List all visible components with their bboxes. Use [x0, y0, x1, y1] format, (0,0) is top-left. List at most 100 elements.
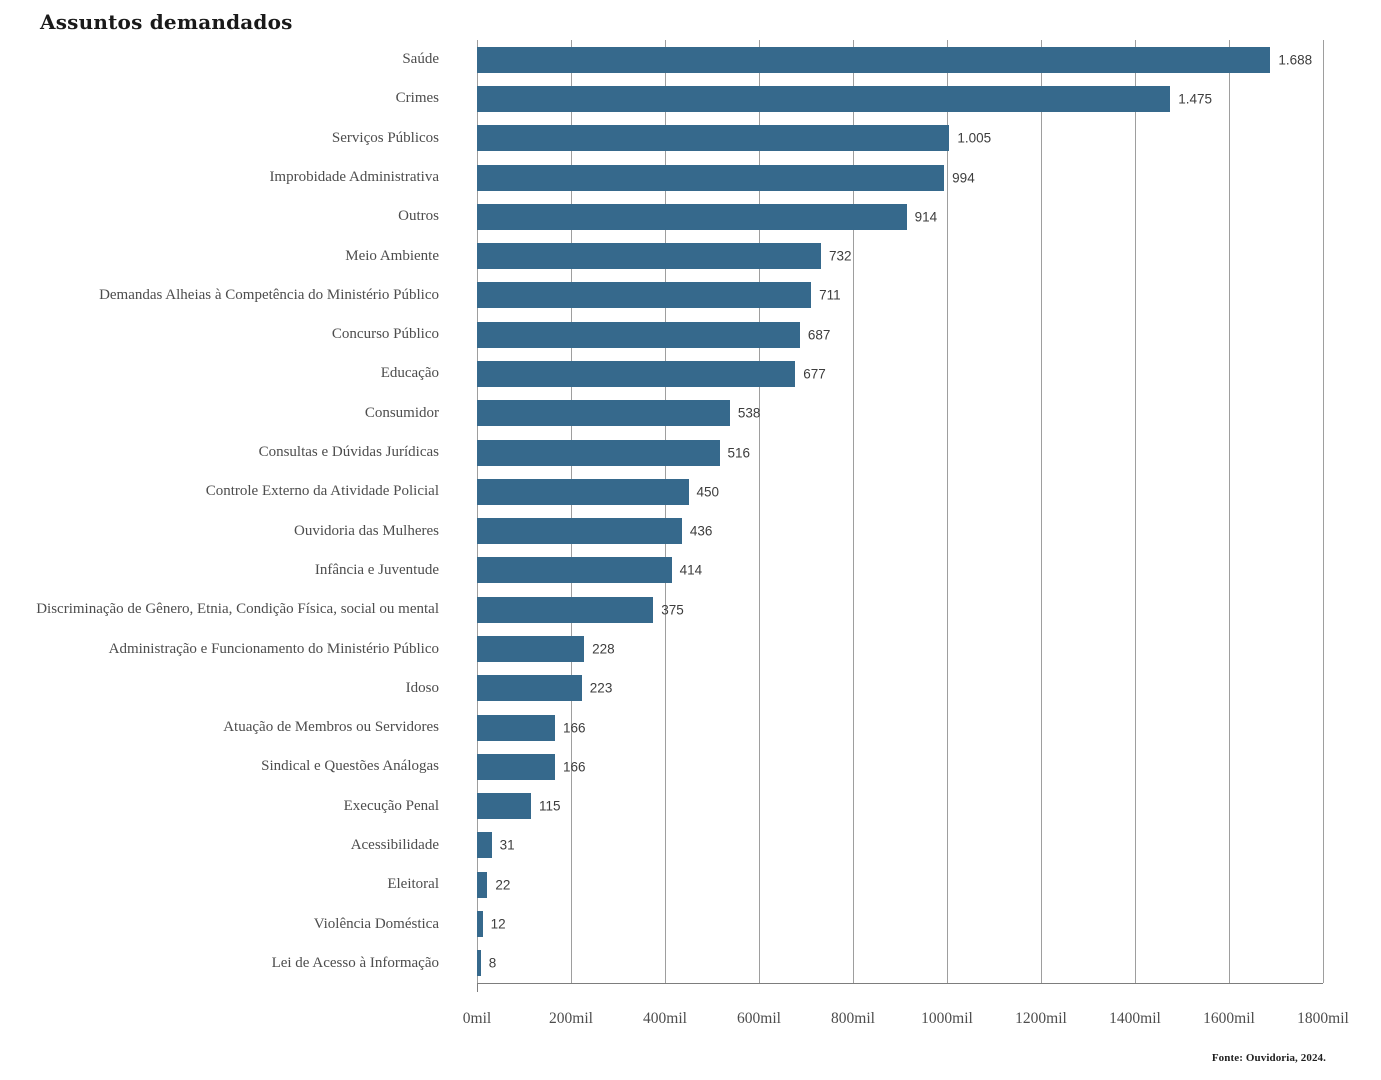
chart-title: Assuntos demandados	[40, 10, 293, 34]
x-axis-tick-label: 200mil	[549, 1010, 593, 1027]
category-axis: Saúde Crimes Serviços Públicos Improbidade …	[0, 40, 458, 983]
gridline-800mil	[853, 40, 854, 983]
bar-row: 436	[477, 512, 1323, 551]
category-label: Violência Doméstica	[313, 915, 439, 932]
bar-row: 12	[477, 904, 1323, 943]
x-axis-tick-labels: 0mil 200mil 400mil 600mil 800mil 1000mil 1200m…	[463, 1010, 1349, 1034]
bar: 677	[477, 360, 826, 387]
bar: 414	[477, 557, 702, 584]
bar-value-label: 538	[737, 405, 761, 421]
bar-row: 31	[477, 826, 1323, 865]
x-axis-tick-label: 1400mil	[1109, 1010, 1161, 1027]
category-label: Sindical e Questões Análogas	[261, 758, 439, 775]
bar: 1.005	[477, 125, 991, 152]
category-label: Demandas Alheias à Competência do Minist…	[99, 286, 439, 303]
bar-value-label: 436	[689, 523, 713, 539]
x-axis-line	[477, 983, 1323, 984]
bar-value-label: 687	[807, 327, 831, 343]
gridline-1000mil	[947, 40, 948, 983]
bar-row: 115	[477, 787, 1323, 826]
category-label: Atuação de Membros ou Servidores	[223, 719, 439, 736]
bar-row: 914	[477, 197, 1323, 236]
x-axis-tick-label: 1800mil	[1297, 1010, 1349, 1027]
bar-row: 166	[477, 747, 1323, 786]
bar-value-label: 414	[679, 562, 703, 578]
gridline-1200mil	[1041, 40, 1042, 983]
bar: 115	[477, 793, 561, 820]
category-label: Idoso	[405, 679, 439, 696]
bar-value-label: 375	[661, 602, 684, 618]
category-label: Consultas e Dúvidas Jurídicas	[258, 444, 439, 461]
gridline-1600mil	[1229, 40, 1230, 983]
x-axis-tick-label: 0mil	[462, 1010, 492, 1027]
bar: 166	[477, 753, 586, 780]
bar-value-label: 516	[727, 445, 751, 461]
bar: 8	[477, 950, 496, 977]
category-label: Discriminação de Gênero, Etnia, Condição…	[36, 601, 439, 618]
bar: 1.475	[477, 85, 1212, 112]
bar-row: 687	[477, 315, 1323, 354]
bar-value-label: 711	[819, 287, 841, 303]
x-axis-tick-label: 800mil	[831, 1010, 875, 1027]
bar-row: 375	[477, 590, 1323, 629]
bar-row: 450	[477, 472, 1323, 511]
bar: 166	[477, 714, 586, 741]
bar: 375	[477, 596, 684, 623]
bar-value-label: 1.475	[1178, 91, 1213, 107]
category-label: Meio Ambiente	[345, 247, 439, 264]
category-label: Execução Penal	[343, 797, 439, 814]
bar-value-label: 1.688	[1278, 52, 1313, 68]
bar-value-label: 450	[696, 484, 720, 500]
plot-area: 1.688 1.475 1.005 994 914 732 711 687 677 538 516 4…	[477, 40, 1324, 992]
gridline-400mil	[665, 40, 666, 983]
bar: 228	[477, 636, 615, 663]
bar-row: 1.688	[477, 40, 1323, 79]
source-note: Fonte: Ouvidoria, 2024.	[1211, 1052, 1326, 1064]
bar: 31	[477, 832, 515, 859]
category-label: Consumidor	[364, 404, 439, 421]
bar: 687	[477, 321, 830, 348]
category-label: Serviços Públicos	[331, 129, 439, 146]
gridline-1400mil	[1135, 40, 1136, 983]
bar-row: 677	[477, 354, 1323, 393]
bar-row: 8	[477, 944, 1323, 983]
bar-value-label: 12	[490, 916, 506, 932]
bar-row: 414	[477, 551, 1323, 590]
bar-value-label: 732	[829, 248, 852, 264]
bar: 450	[477, 478, 719, 505]
category-label: Lei de Acesso à Informação	[271, 954, 439, 971]
bar: 223	[477, 675, 612, 702]
bar-row: 516	[477, 433, 1323, 472]
x-axis-tick-label: 600mil	[737, 1010, 781, 1027]
bar-value-label: 31	[499, 837, 515, 853]
bar-value-label: 8	[488, 955, 497, 971]
category-label: Outros	[398, 208, 439, 225]
gridline-600mil	[759, 40, 760, 983]
bar-value-label: 914	[914, 209, 938, 225]
bar-row: 1.005	[477, 119, 1323, 158]
bar-value-label: 115	[539, 798, 561, 814]
category-label: Infância e Juventude	[314, 561, 439, 578]
bar-row: 994	[477, 158, 1323, 197]
bar: 732	[477, 243, 852, 270]
bar: 12	[477, 911, 506, 938]
category-label: Concurso Público	[331, 326, 439, 343]
bar: 538	[477, 400, 760, 427]
bar: 436	[477, 518, 712, 545]
bar-row: 223	[477, 669, 1323, 708]
bar-row: 1.475	[477, 79, 1323, 118]
x-axis-tick-label: 1200mil	[1015, 1010, 1067, 1027]
bar-value-label: 166	[563, 720, 586, 736]
gridline-0mil	[477, 40, 478, 983]
bar: 516	[477, 439, 750, 466]
x-axis-tick-label: 1600mil	[1203, 1010, 1255, 1027]
bar-row: 22	[477, 865, 1323, 904]
x-axis-zero-tick	[477, 983, 478, 992]
category-label: Administração e Funcionamento do Ministé…	[108, 640, 439, 657]
bar-row: 732	[477, 236, 1323, 275]
category-label: Improbidade Administrativa	[269, 169, 439, 186]
bar-value-label: 994	[952, 170, 975, 186]
bar-row: 538	[477, 394, 1323, 433]
bar-row: 711	[477, 276, 1323, 315]
